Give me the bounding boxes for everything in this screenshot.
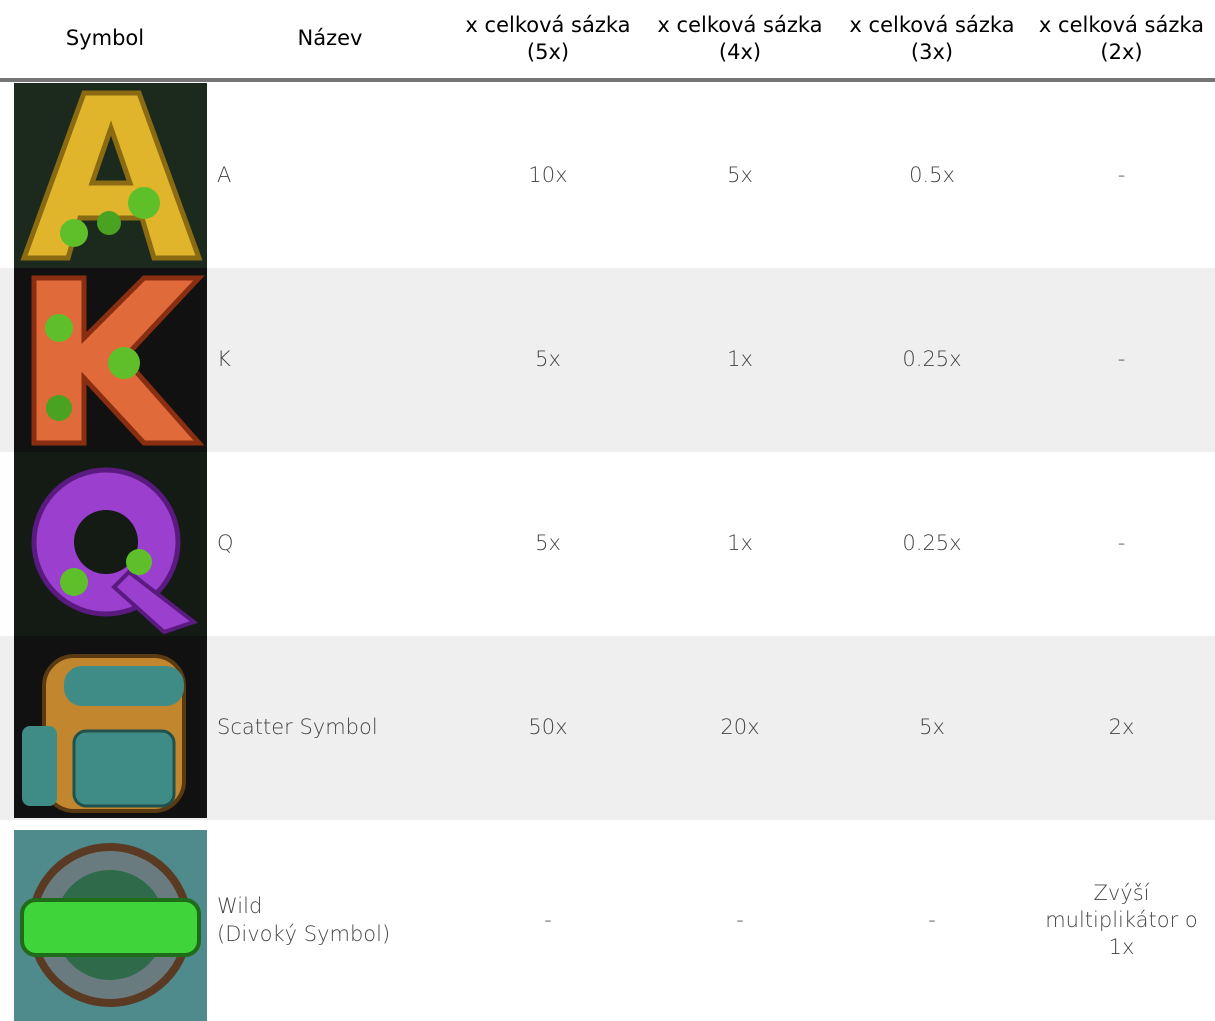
table-cell: K [217, 347, 231, 372]
table-cell: Wild (Divoký Symbol) [217, 894, 391, 946]
table-cell: 0.5x [909, 162, 955, 187]
symbol-icon-q [14, 452, 207, 636]
header-cell: x celková sázka (3x) [849, 12, 1015, 64]
table-cell: 50x [528, 715, 568, 740]
symbol-icon-scatter [14, 636, 207, 818]
table-cell: 0.25x [902, 347, 962, 372]
table-cell: Q [217, 531, 234, 556]
table-cell: 5x [919, 715, 945, 740]
symbol-icon-k [14, 268, 207, 452]
table-cell: - [736, 907, 744, 932]
table-cell: 0.25x [902, 531, 962, 556]
table-cell: 5x [535, 531, 561, 556]
header-cell: Název [297, 26, 363, 51]
table-cell: 5x [535, 347, 561, 372]
table-cell: 10x [528, 162, 568, 187]
table-cell: 20x [720, 715, 760, 740]
table-cell: Scatter Symbol [217, 715, 378, 740]
header-cell: x celková sázka (4x) [657, 12, 823, 64]
table-cell: 5x [727, 162, 753, 187]
table-cell: - [1117, 531, 1126, 556]
table-cell: - [928, 907, 936, 932]
table-cell: - [544, 907, 552, 932]
symbol-icon-wild [14, 830, 207, 1021]
table-cell: 1x [727, 347, 753, 372]
header-cell: x celková sázka (5x) [465, 12, 631, 64]
table-cell: - [1117, 162, 1126, 187]
header-cell: x celková sázka (2x) [1038, 12, 1205, 64]
symbol-icon-a [14, 83, 207, 268]
table-cell: 2x [1108, 715, 1135, 740]
table-cell: Zvýší multiplikátor o 1x [1045, 880, 1198, 960]
header-rule [0, 78, 1215, 82]
header-cell: Symbol [65, 26, 145, 51]
table-cell: A [217, 162, 232, 187]
table-cell: 1x [727, 531, 753, 556]
table-cell: - [1117, 347, 1126, 372]
